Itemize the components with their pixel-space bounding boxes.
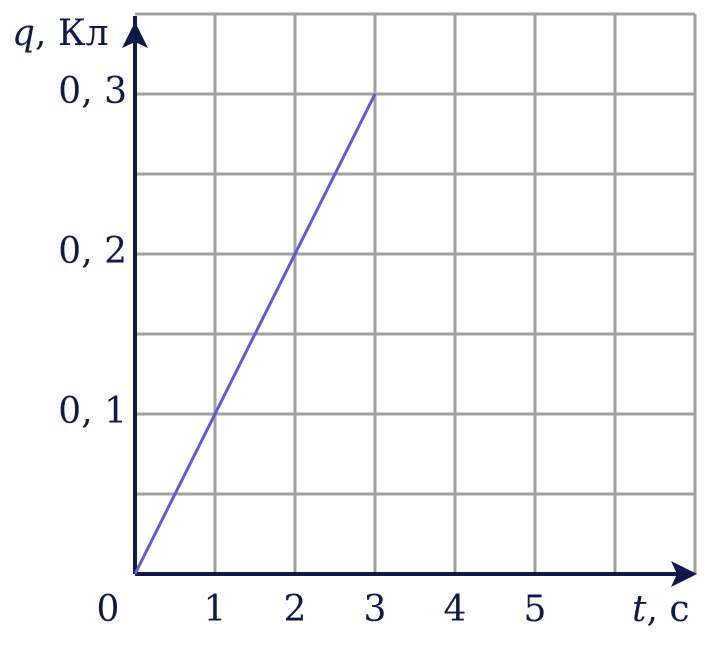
data-line <box>133 93 377 575</box>
x-arrow <box>671 561 697 587</box>
y-axis-label: q, Кл <box>12 13 109 54</box>
x-tick-label: 4 <box>444 589 467 630</box>
y-tick-label: 0, 3 <box>58 71 127 112</box>
y-unit: , Кл <box>35 13 109 54</box>
y-tick-label: 0, 2 <box>58 231 127 272</box>
x-tick-label: 2 <box>284 589 307 630</box>
x-unit: , с <box>646 589 689 630</box>
x-axis-label: t, с <box>632 589 690 630</box>
x-tick-label: 3 <box>364 589 387 630</box>
x-tick-label: 1 <box>204 589 227 630</box>
x-symbol: t <box>632 589 647 630</box>
x-tick-label: 0 <box>97 589 120 630</box>
y-symbol: q <box>12 13 35 54</box>
x-tick-label: 5 <box>524 589 547 630</box>
y-tick-label: 0, 1 <box>58 391 127 432</box>
y-arrow <box>122 22 148 48</box>
